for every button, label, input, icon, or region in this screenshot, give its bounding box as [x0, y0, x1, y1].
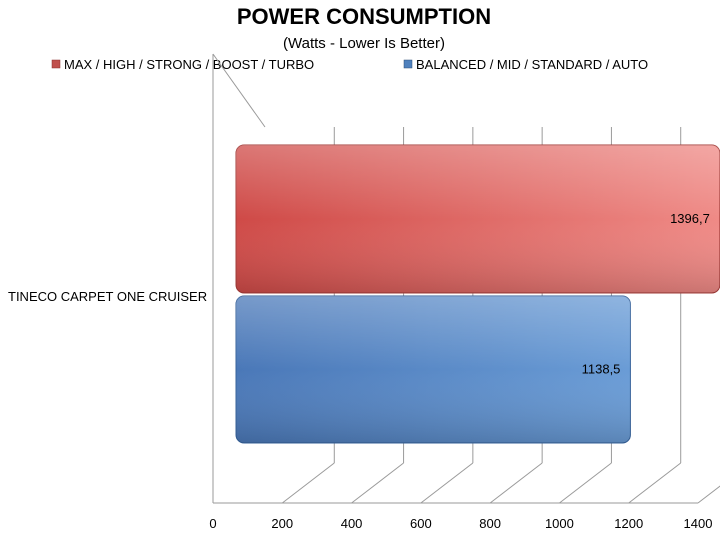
gridline-floor-600: [420, 462, 474, 504]
gridline-floor-1000: [559, 462, 612, 504]
x-tick-label-0: 0: [209, 516, 216, 531]
chart-title: POWER CONSUMPTION: [237, 4, 491, 29]
gridline-floor-400: [351, 462, 404, 504]
x-tick-label-1200: 1200: [614, 516, 643, 531]
data-label-max: 1396,7: [670, 211, 710, 226]
gridline-floor-800: [489, 462, 543, 504]
plot-frame: [212, 53, 698, 504]
legend: MAX / HIGH / STRONG / BOOST / TURBO BALA…: [51, 57, 648, 72]
legend-label-max: MAX / HIGH / STRONG / BOOST / TURBO: [64, 57, 314, 72]
x-tick-label-1000: 1000: [545, 516, 574, 531]
x-tick-label-400: 400: [341, 516, 363, 531]
legend-swatch-max: [51, 59, 61, 69]
legend-swatch-balanced: [403, 59, 413, 69]
gridline-floor-1400: [697, 485, 720, 504]
chart-subtitle: (Watts - Lower Is Better): [283, 35, 445, 52]
x-tick-labels: 0 200 400 600 800 1000 1200 1400: [209, 516, 712, 531]
data-label-balanced: 1138,5: [582, 362, 621, 377]
x-tick-label-200: 200: [271, 516, 293, 531]
bar-shade-max: [236, 145, 720, 293]
gridline-floor-200: [281, 462, 335, 504]
bars: 1396,7 1138,5: [235, 144, 720, 444]
x-tick-label-800: 800: [479, 516, 501, 531]
category-label: TINECO CARPET ONE CRUISER: [8, 289, 207, 304]
legend-label-balanced: BALANCED / MID / STANDARD / AUTO: [416, 57, 648, 72]
x-tick-label-600: 600: [410, 516, 432, 531]
wall-top-edge: [212, 53, 266, 128]
gridline-floor-1200: [628, 462, 682, 504]
x-tick-label-1400: 1400: [684, 516, 713, 531]
bar-shade-balanced: [236, 296, 631, 443]
